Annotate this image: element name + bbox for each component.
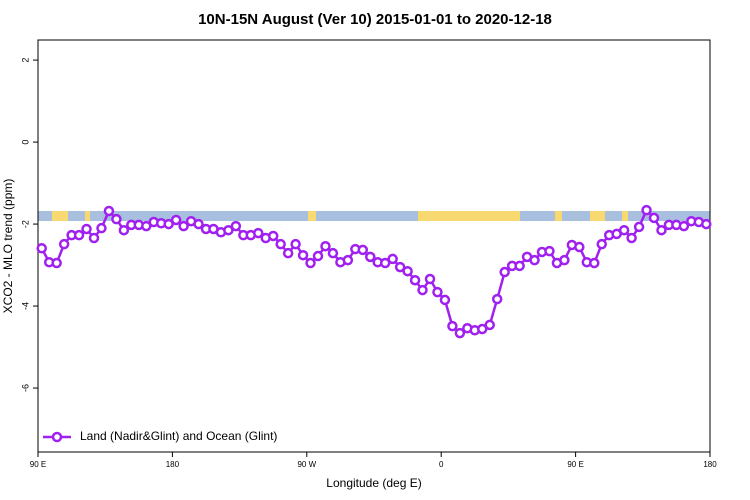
- legend-label: Land (Nadir&Glint) and Ocean (Glint): [80, 429, 277, 443]
- data-point: [327, 247, 339, 259]
- data-point: [290, 238, 301, 250]
- map-strip: [38, 211, 710, 221]
- data-point: [678, 220, 690, 232]
- y-axis-label: XCO2 - MLO trend (ppm): [1, 179, 15, 314]
- data-point: [365, 251, 376, 263]
- plot-frame: [37, 39, 711, 453]
- data-point: [439, 294, 451, 306]
- x-tick-label: 90 E: [30, 460, 46, 469]
- x-axis-label: Longitude (deg E): [326, 476, 421, 490]
- data-point: [387, 253, 398, 265]
- data-point: [73, 229, 85, 241]
- y-tick-label: 0: [20, 140, 30, 145]
- x-tick-label: 180: [703, 460, 717, 469]
- data-point: [230, 220, 242, 232]
- data-point: [141, 220, 152, 232]
- data-point: [394, 261, 406, 273]
- data-point: [88, 232, 100, 244]
- data-point: [357, 244, 369, 256]
- data-point: [424, 273, 436, 285]
- data-point: [484, 319, 495, 331]
- x-tick-label: 180: [166, 460, 180, 469]
- data-point: [223, 224, 234, 236]
- land-patch: [85, 211, 90, 221]
- data-point: [297, 249, 309, 261]
- data-point: [267, 230, 279, 242]
- data-point: [633, 221, 645, 233]
- data-point: [103, 205, 115, 217]
- data-point: [51, 257, 62, 269]
- data-point: [118, 224, 130, 236]
- data-point: [574, 241, 585, 253]
- data-point: [529, 254, 540, 266]
- data-point: [81, 223, 92, 235]
- y-tick-label: -4: [20, 302, 30, 310]
- data-point: [432, 286, 443, 298]
- land-patch: [308, 211, 316, 221]
- data-point: [58, 238, 70, 250]
- ocean-strip: [38, 211, 710, 221]
- data-point: [618, 224, 630, 236]
- data-point: [402, 265, 413, 277]
- data-point: [514, 260, 525, 272]
- y-tick-label: -2: [20, 220, 30, 228]
- data-point: [96, 222, 107, 234]
- data-point: [589, 257, 600, 269]
- data-point: [477, 323, 488, 335]
- data-point: [544, 245, 555, 257]
- data-point: [193, 218, 204, 230]
- land-patch: [52, 211, 68, 221]
- data-point: [409, 274, 421, 286]
- data-point: [36, 243, 47, 254]
- data-point: [499, 266, 510, 278]
- x-tick-label: 90 E: [567, 460, 583, 469]
- data-point: [111, 213, 122, 225]
- data-point: [454, 327, 466, 339]
- data-point: [312, 250, 324, 262]
- land-patch: [555, 211, 562, 221]
- data-point: [626, 232, 637, 244]
- y-tick-label: -6: [20, 384, 30, 392]
- data-point: [178, 220, 189, 232]
- data-point: [163, 218, 174, 230]
- data-point: [417, 284, 428, 296]
- data-point: [596, 238, 607, 250]
- land-patch: [418, 211, 520, 221]
- data-point: [253, 227, 264, 239]
- data-point: [305, 257, 316, 269]
- data-point: [447, 320, 458, 332]
- x-tick-label: 0: [439, 460, 444, 469]
- data-point: [342, 254, 354, 266]
- data-point: [641, 204, 652, 216]
- chart-title: 10N-15N August (Ver 10) 2015-01-01 to 20…: [198, 11, 552, 28]
- legend-marker: [51, 431, 63, 443]
- x-tick-label: 90 W: [297, 460, 316, 469]
- data-point: [170, 214, 182, 226]
- land-patch: [590, 211, 605, 221]
- data-point: [379, 257, 391, 269]
- data-point: [701, 218, 712, 230]
- data-point: [320, 240, 331, 252]
- data-point: [648, 212, 660, 224]
- data-point: [282, 247, 294, 259]
- y-tick-label: 2: [20, 58, 30, 63]
- data-point: [559, 254, 570, 266]
- data-point: [275, 238, 286, 250]
- land-patch: [622, 211, 628, 221]
- data-point: [491, 293, 503, 305]
- data-point: [656, 224, 667, 236]
